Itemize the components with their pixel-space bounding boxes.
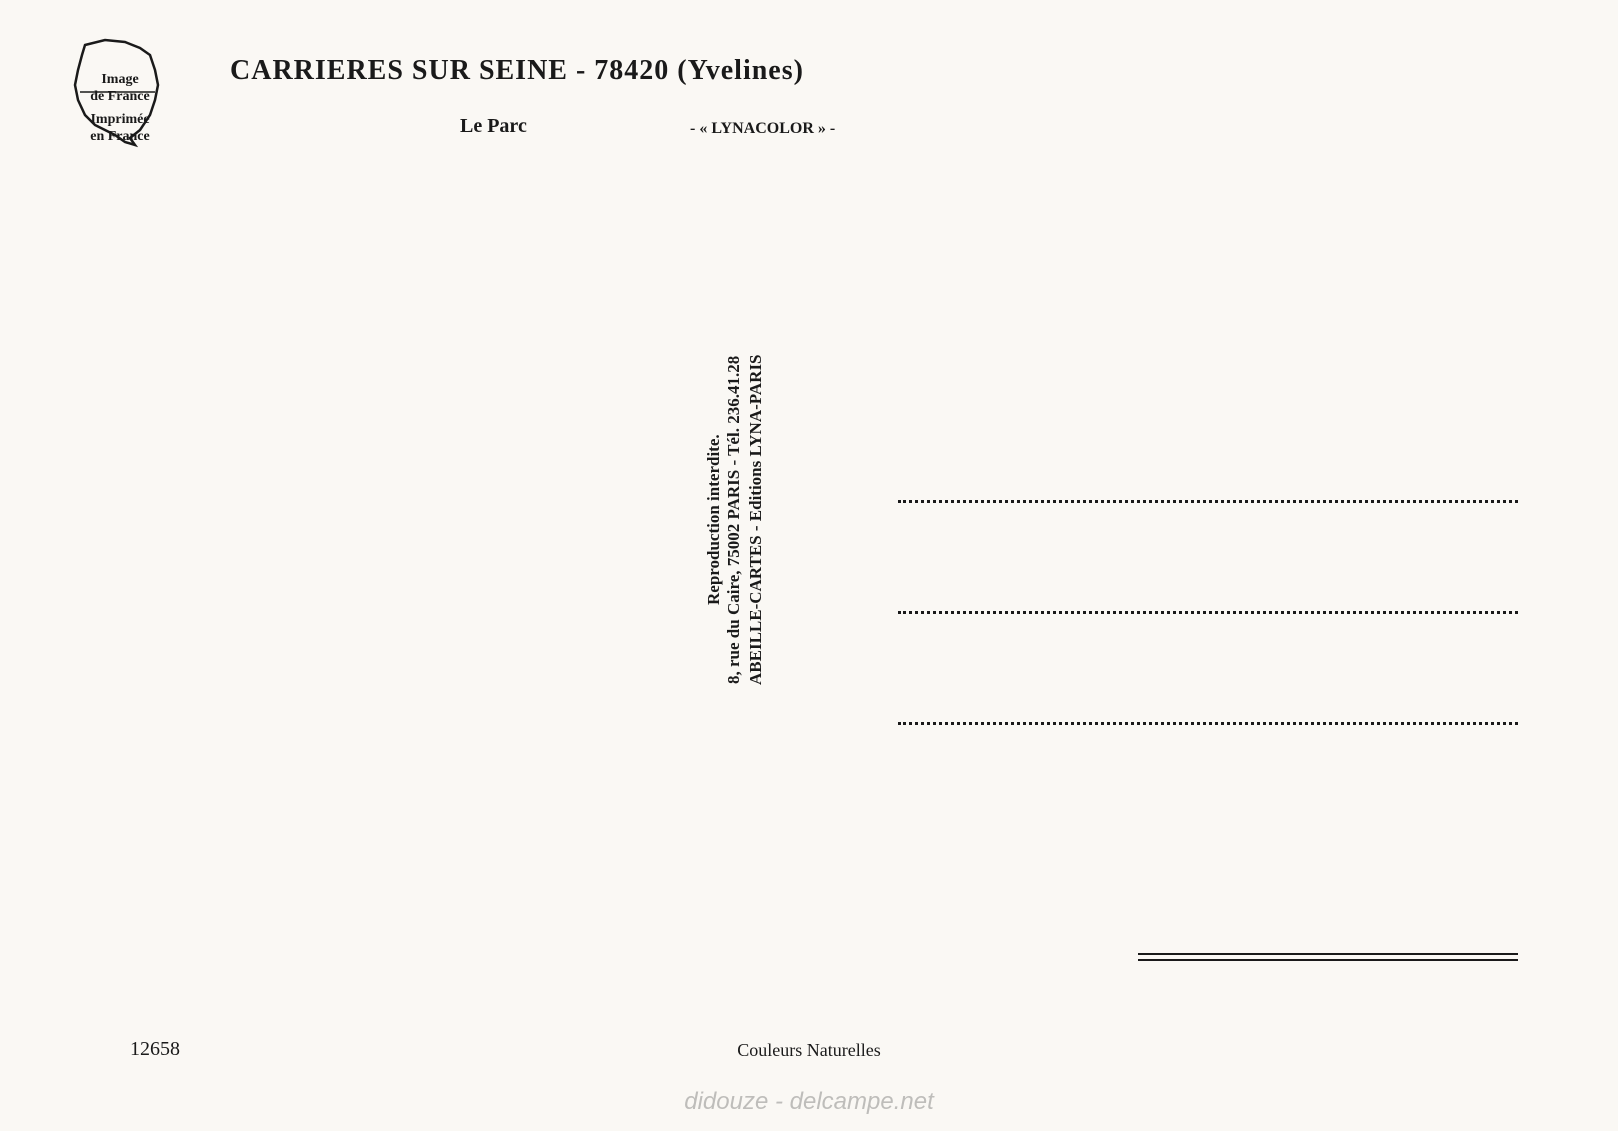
location-subtitle: Le Parc [460,115,527,138]
copyright-notice: Reproduction interdite. [703,285,725,755]
logo-text-top: Imagede France [80,72,160,106]
publisher-name: ABEILLE-CARTES - Editions LYNA-PARIS [745,285,767,755]
france-outline-logo: Imagede France Impriméeen France [60,30,180,150]
card-number: 12658 [130,1038,180,1061]
logo-text-bottom: Impriméeen France [80,112,160,146]
brand-name: - « LYNACOLOR » - [690,120,835,138]
publisher-address: 8, rue du Caire, 75002 PARIS - Tél. 236.… [723,285,745,755]
postcard-back: Imagede France Impriméeen France CARRIER… [0,0,1618,1131]
address-line-1 [898,500,1518,503]
watermark-text: didouze - delcampe.net [684,1088,934,1116]
publisher-info: ABEILLE-CARTES - Editions LYNA-PARIS 8, … [695,285,785,755]
footer-label: Couleurs Naturelles [737,1040,880,1061]
address-line-2 [898,611,1518,614]
double-underline [1138,953,1518,961]
address-area [898,500,1518,833]
location-title: CARRIERES SUR SEINE - 78420 (Yvelines) [230,55,804,87]
address-line-3 [898,722,1518,725]
